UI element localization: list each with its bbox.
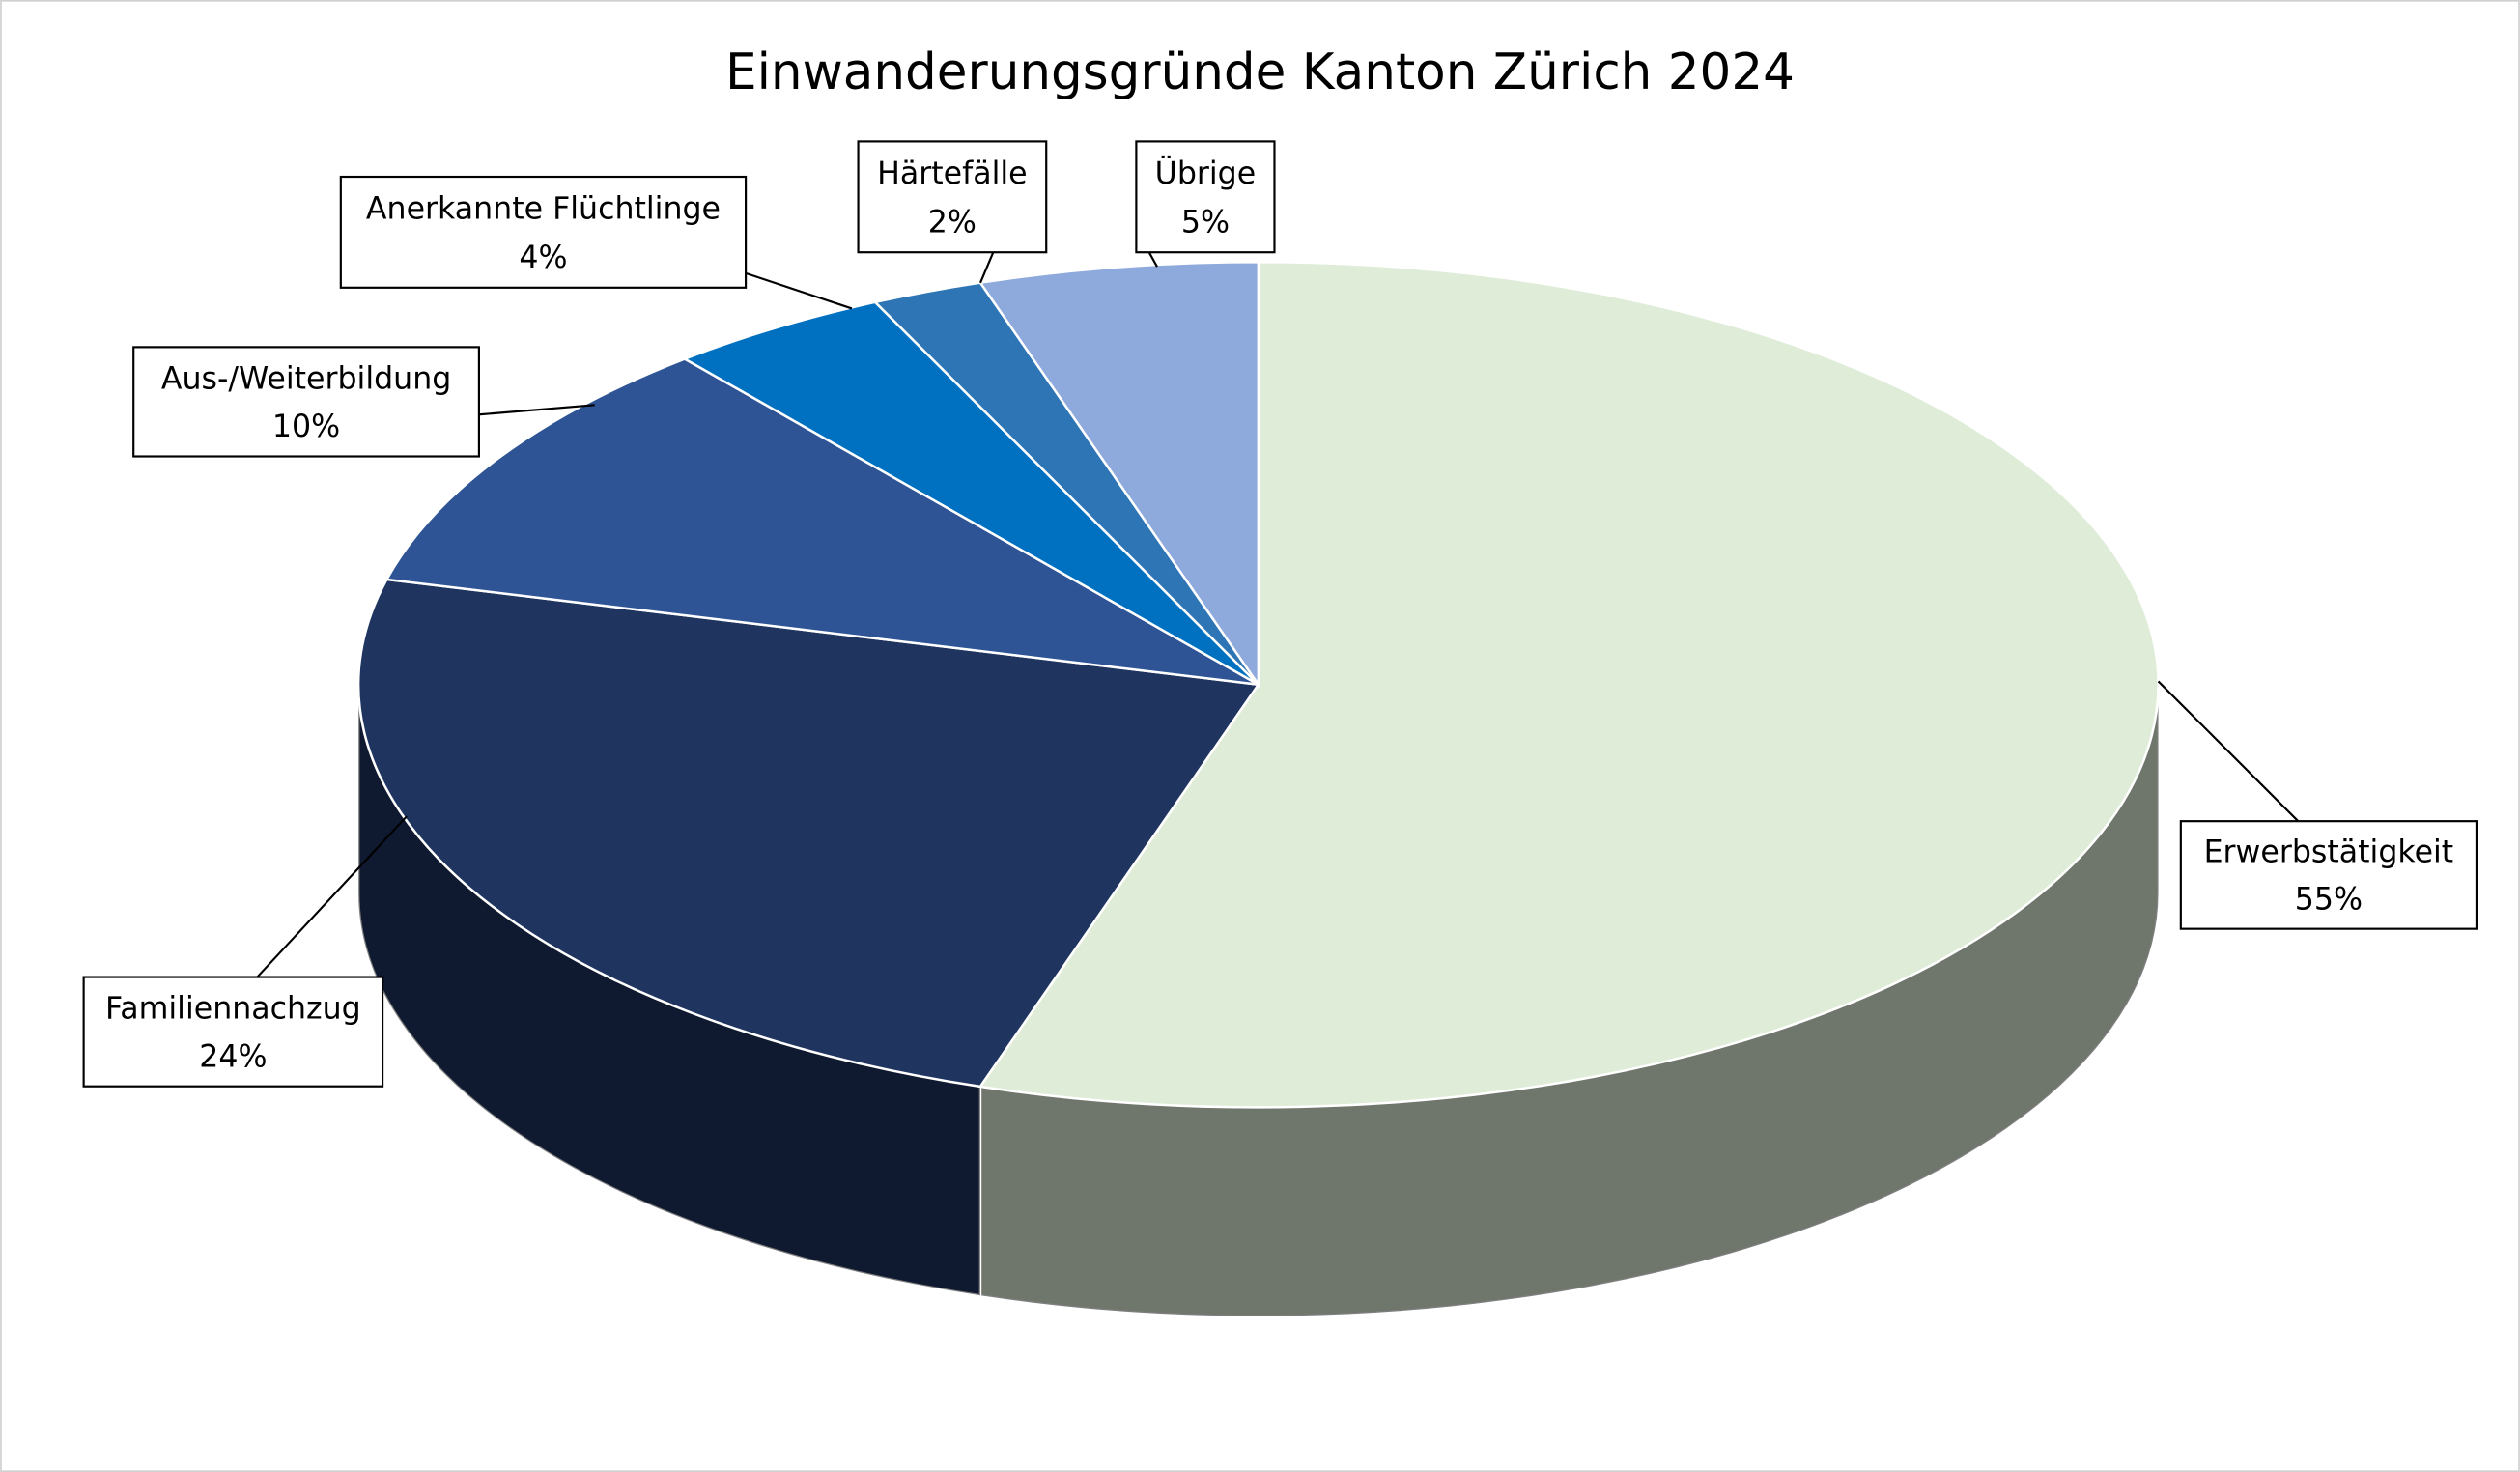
label-box: [1135, 140, 1276, 254]
label-box: [339, 175, 748, 289]
slice: [977, 260, 1260, 689]
label-name: Übrige: [1155, 155, 1256, 191]
slice: [384, 357, 1260, 686]
leader-line: [256, 815, 408, 978]
leader-line: [979, 251, 995, 284]
slice-side-shade: [358, 684, 980, 1296]
label-value: 55%: [2295, 883, 2363, 918]
label-name: Aus-/Weiterbildung: [161, 361, 451, 396]
leader-line: [745, 271, 853, 310]
label-value: 2%: [928, 205, 977, 240]
label-box: [857, 140, 1048, 254]
slice: [356, 578, 1261, 1089]
label-value: 24%: [199, 1039, 267, 1074]
slice-side-shade: [979, 684, 2159, 1316]
data-labels: Erwerbstätigkeit 55% Familiennachzug 24% Aus…: [82, 140, 2478, 1088]
slice: [977, 260, 2160, 1109]
slice: [682, 300, 1260, 686]
label-value: 5%: [1181, 205, 1230, 240]
leader-line: [2157, 680, 2300, 822]
label-name: Anerkannte Flüchtlinge: [366, 191, 721, 226]
leader-line: [478, 404, 595, 416]
label-value: 10%: [272, 410, 340, 444]
label-value: 4%: [519, 241, 567, 275]
pie-tops: [356, 260, 2160, 1109]
label-name: Erwerbstätigkeit: [2204, 835, 2454, 870]
label-name: Härtefälle: [877, 156, 1028, 191]
label-box: [132, 346, 480, 458]
label-box: [2179, 820, 2478, 930]
label-box: [82, 976, 384, 1088]
leader-line: [1147, 251, 1158, 268]
label-name: Familiennachzug: [105, 992, 361, 1027]
chart-title: Einwanderungsgründe Kanton Zürich 2024: [725, 43, 1795, 101]
